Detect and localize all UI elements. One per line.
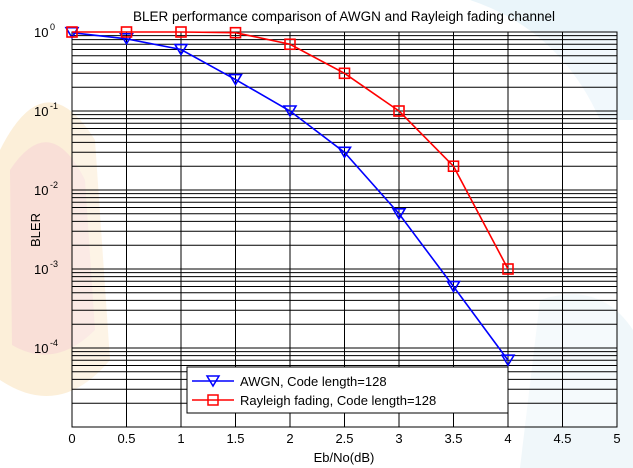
data-point-rayleigh (284, 38, 296, 51)
data-point-awgn (446, 280, 461, 294)
data-point-rayleigh (175, 26, 187, 38)
x-tick-label: 1 (177, 431, 184, 446)
legend-marker-rayleigh (207, 394, 219, 406)
data-point-rayleigh (447, 160, 460, 173)
y-tick-exponent: -3 (50, 259, 58, 269)
x-tick-label: 0 (68, 431, 75, 446)
y-tick-label: 10 (34, 104, 48, 119)
legend-box (186, 366, 509, 414)
series-layer (64, 26, 516, 367)
series-line-0 (71, 31, 509, 361)
data-point-awgn (391, 207, 407, 221)
plot-frame (71, 31, 618, 428)
x-tick-label: 0.5 (117, 431, 135, 446)
data-point-rayleigh (338, 67, 351, 80)
x-tick-label: 3.5 (444, 431, 462, 446)
y-tick-exponent: -2 (50, 180, 58, 190)
y-tick-exponent: -4 (50, 338, 58, 348)
data-point-rayleigh (120, 26, 133, 38)
data-point-rayleigh (393, 105, 405, 117)
data-point-awgn (119, 33, 134, 46)
x-tick-label: 4.5 (553, 431, 571, 446)
x-tick-label: 5 (613, 431, 620, 446)
y-tick-label: 10 (34, 341, 48, 356)
x-axis-ticks: 0 0.5 1 1.5 2 2.5 3 3.5 4 4.5 5 (68, 431, 620, 446)
x-tick-label: 4 (504, 431, 511, 446)
legend: AWGN, Code length=128 Rayleigh fading, C… (186, 366, 509, 414)
legend-marker-awgn (205, 375, 221, 388)
y-tick-exponent: 0 (50, 22, 55, 32)
data-point-awgn (173, 43, 189, 57)
data-point-rayleigh (502, 263, 514, 275)
chart-title: BLER performance comparison of AWGN and … (133, 9, 555, 24)
legend-label-rayleigh: Rayleigh fading, Code length=128 (240, 393, 436, 408)
x-axis-label: Eb/No(dB) (314, 450, 375, 465)
data-point-rayleigh (229, 26, 242, 39)
data-point-awgn (228, 73, 243, 87)
x-tick-label: 2 (286, 431, 293, 446)
x-tick-label: 3 (395, 431, 402, 446)
series-line-1 (72, 31, 509, 270)
y-tick-label: 10 (34, 183, 48, 198)
data-point-awgn (337, 146, 352, 159)
x-tick-label: 1.5 (226, 431, 244, 446)
data-point-awgn (282, 105, 298, 118)
y-tick-label: 10 (34, 25, 48, 40)
data-point-rayleigh (66, 26, 78, 38)
y-axis-label: BLER (28, 213, 43, 247)
data-point-awgn (500, 354, 516, 367)
y-tick-exponent: -1 (50, 101, 58, 111)
y-tick-label: 10 (34, 262, 48, 277)
grid (71, 32, 618, 428)
x-tick-label: 2.5 (335, 431, 353, 446)
legend-label-awgn: AWGN, Code length=128 (240, 374, 387, 389)
